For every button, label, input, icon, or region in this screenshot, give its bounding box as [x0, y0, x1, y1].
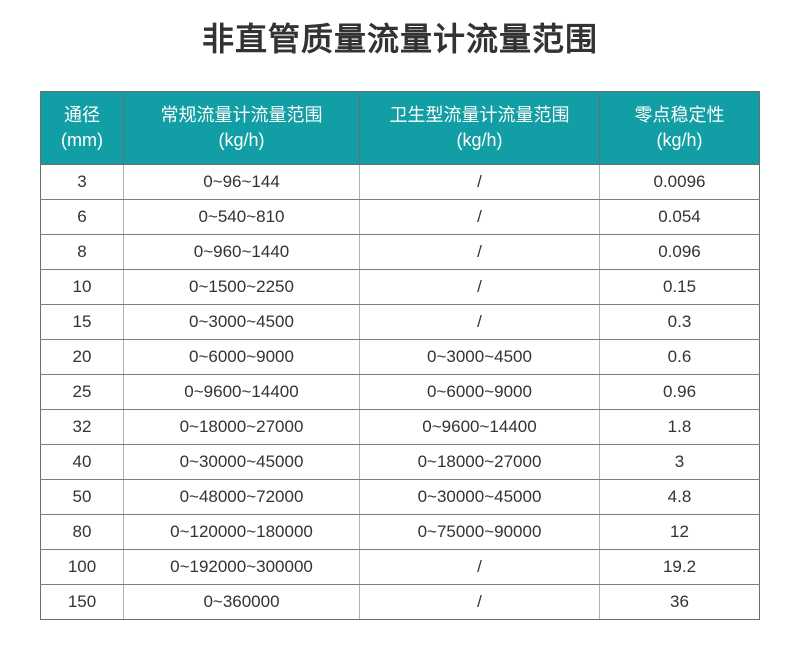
page: 非直管质量流量计流量范围 通径 (mm) 常规流量计流量范围 (kg/h) 卫生… [0, 20, 800, 658]
cell-standard-flow-range: 0~6000~9000 [123, 339, 360, 375]
cell-zero-stability: 12 [599, 514, 760, 550]
cell-standard-flow-range: 0~18000~27000 [123, 409, 360, 445]
flow-range-spec-table: 通径 (mm) 常规流量计流量范围 (kg/h) 卫生型流量计流量范围 (kg/… [40, 91, 760, 620]
cell-diameter-mm: 50 [40, 479, 124, 515]
cell-standard-flow-range: 0~48000~72000 [123, 479, 360, 515]
header-row: 通径 (mm) 常规流量计流量范围 (kg/h) 卫生型流量计流量范围 (kg/… [40, 91, 760, 165]
table-row: 100 0~192000~300000/19.2 [40, 549, 760, 585]
table-row: 6 0~540~810/0.054 [40, 199, 760, 235]
cell-diameter-mm: 10 [40, 269, 124, 305]
cell-diameter-mm: 100 [40, 549, 124, 585]
table-header: 通径 (mm) 常规流量计流量范围 (kg/h) 卫生型流量计流量范围 (kg/… [40, 91, 760, 165]
cell-sanitary-flow-range: / [359, 164, 600, 200]
cell-standard-flow-range: 0~1500~2250 [123, 269, 360, 305]
cell-sanitary-flow-range: 0~30000~45000 [359, 479, 600, 515]
header-cell-zero-stability: 零点稳定性 (kg/h) [599, 91, 760, 165]
cell-diameter-mm: 32 [40, 409, 124, 445]
cell-sanitary-flow-range: / [359, 584, 600, 620]
header-unit: (kg/h) [656, 130, 703, 150]
table-row: 25 0~9600~14400 0~6000~9000 0.96 [40, 374, 760, 410]
cell-sanitary-flow-range: 0~3000~4500 [359, 339, 600, 375]
cell-zero-stability: 36 [599, 584, 760, 620]
header-cell-sanitary-flow-range: 卫生型流量计流量范围 (kg/h) [359, 91, 600, 165]
cell-zero-stability: 0.6 [599, 339, 760, 375]
cell-standard-flow-range: 0~120000~180000 [123, 514, 360, 550]
table-row: 15 0~3000~4500/0.3 [40, 304, 760, 340]
cell-standard-flow-range: 0~96~144 [123, 164, 360, 200]
table-row: 8 0~960~1440/0.096 [40, 234, 760, 270]
table-row: 20 0~6000~9000 0~3000~4500 0.6 [40, 339, 760, 375]
header-unit: (kg/h) [218, 130, 265, 150]
header-cell-standard-flow-range: 常规流量计流量范围 (kg/h) [123, 91, 360, 165]
cell-zero-stability: 4.8 [599, 479, 760, 515]
table-row: 80 0~120000~180000 0~75000~90000 12 [40, 514, 760, 550]
cell-diameter-mm: 8 [40, 234, 124, 270]
cell-zero-stability: 1.8 [599, 409, 760, 445]
cell-sanitary-flow-range: 0~6000~9000 [359, 374, 600, 410]
cell-standard-flow-range: 0~192000~300000 [123, 549, 360, 585]
cell-zero-stability: 0.096 [599, 234, 760, 270]
cell-sanitary-flow-range: 0~75000~90000 [359, 514, 600, 550]
table-row: 32 0~18000~27000 0~9600~14400 1.8 [40, 409, 760, 445]
cell-standard-flow-range: 0~30000~45000 [123, 444, 360, 480]
cell-diameter-mm: 3 [40, 164, 124, 200]
table-body: 3 0~96~144/0.0096 6 0~540~810/0.054 8 0~960~1… [40, 164, 760, 620]
cell-sanitary-flow-range: / [359, 199, 600, 235]
cell-sanitary-flow-range: / [359, 269, 600, 305]
cell-zero-stability: 3 [599, 444, 760, 480]
cell-diameter-mm: 40 [40, 444, 124, 480]
page-title: 非直管质量流量计流量范围 [201, 21, 598, 57]
cell-zero-stability: 0.15 [599, 269, 760, 305]
header-label: 卫生型流量计流量范围 [389, 105, 570, 125]
header-label: 通径 [64, 105, 100, 125]
cell-diameter-mm: 15 [40, 304, 124, 340]
cell-standard-flow-range: 0~960~1440 [123, 234, 360, 270]
cell-sanitary-flow-range: / [359, 549, 600, 585]
cell-sanitary-flow-range: 0~9600~14400 [359, 409, 600, 445]
table-row: 40 0~30000~45000 0~18000~27000 3 [40, 444, 760, 480]
header-unit: (kg/h) [456, 130, 503, 150]
cell-sanitary-flow-range: / [359, 304, 600, 340]
cell-diameter-mm: 20 [40, 339, 124, 375]
cell-zero-stability: 0.3 [599, 304, 760, 340]
header-label: 常规流量计流量范围 [160, 105, 323, 125]
cell-zero-stability: 0.054 [599, 199, 760, 235]
header-label: 零点稳定性 [634, 105, 725, 125]
table-row: 10 0~1500~2250/0.15 [40, 269, 760, 305]
cell-standard-flow-range: 0~3000~4500 [123, 304, 360, 340]
table-row: 150 0~360000/36 [40, 584, 760, 620]
cell-zero-stability: 0.0096 [599, 164, 760, 200]
header-cell-diameter-mm: 通径 (mm) [40, 91, 124, 165]
cell-sanitary-flow-range: 0~18000~27000 [359, 444, 600, 480]
cell-sanitary-flow-range: / [359, 234, 600, 270]
cell-standard-flow-range: 0~360000 [123, 584, 360, 620]
cell-standard-flow-range: 0~9600~14400 [123, 374, 360, 410]
cell-diameter-mm: 80 [40, 514, 124, 550]
cell-diameter-mm: 150 [40, 584, 124, 620]
cell-diameter-mm: 25 [40, 374, 124, 410]
cell-standard-flow-range: 0~540~810 [123, 199, 360, 235]
table-row: 50 0~48000~72000 0~30000~45000 4.8 [40, 479, 760, 515]
cell-zero-stability: 19.2 [599, 549, 760, 585]
cell-zero-stability: 0.96 [599, 374, 760, 410]
table-row: 3 0~96~144/0.0096 [40, 164, 760, 200]
header-unit: (mm) [61, 130, 103, 150]
cell-diameter-mm: 6 [40, 199, 124, 235]
